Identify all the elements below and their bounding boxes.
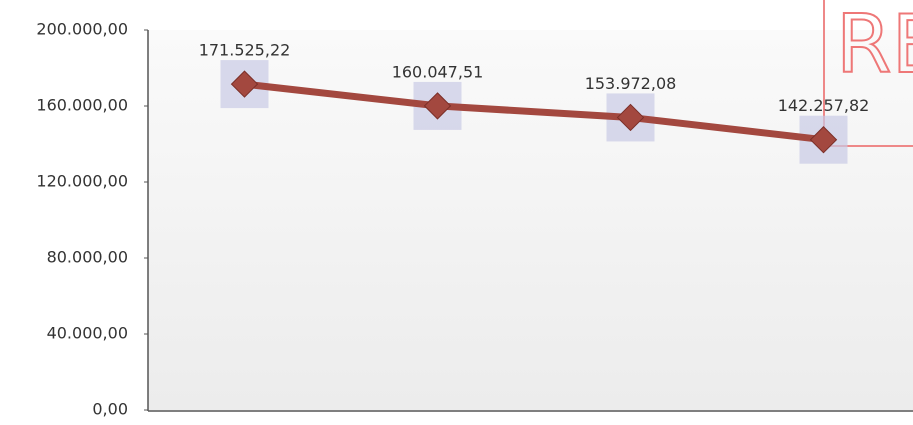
stamp-frame xyxy=(823,0,913,147)
data-label: 142.257,82 xyxy=(778,96,870,115)
y-tick-label: 120.000,00 xyxy=(36,172,128,191)
data-label: 153.972,08 xyxy=(585,74,677,93)
marker xyxy=(616,103,645,132)
y-tick-label: 0,00 xyxy=(92,400,128,419)
y-tick-label: 200.000,00 xyxy=(36,20,128,39)
y-tick-label: 80.000,00 xyxy=(47,248,128,267)
stamp-text: RE xyxy=(836,0,913,91)
marker xyxy=(423,92,452,120)
plot-area xyxy=(148,30,913,410)
marker xyxy=(809,126,838,154)
y-tick-label: 160.000,00 xyxy=(36,96,128,115)
y-tick-label: 40.000,00 xyxy=(47,324,128,343)
data-label: 160.047,51 xyxy=(392,62,484,81)
data-label: 171.525,22 xyxy=(199,41,291,60)
series-line xyxy=(244,80,824,144)
marker xyxy=(230,70,259,98)
